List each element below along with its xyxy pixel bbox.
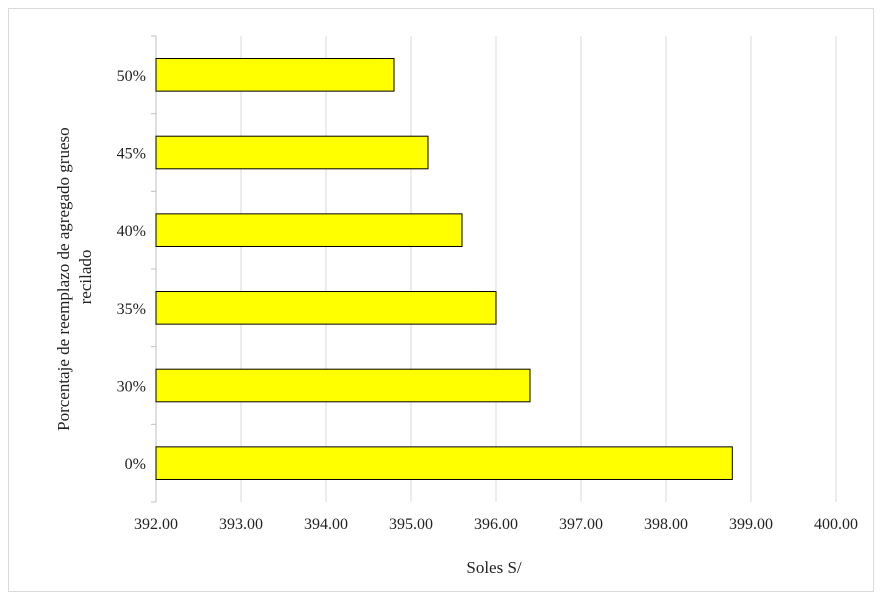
y-tick-label: 40% [117, 223, 146, 240]
bar [155, 446, 733, 480]
bar [155, 291, 497, 325]
bar [155, 58, 395, 92]
bar-chart: 0% 30% 35% 40% 45% 50% 392.00 393.00 394.00 395.… [54, 35, 858, 577]
y-tick-label: 45% [117, 146, 146, 163]
x-tick-label: 395.00 [389, 516, 433, 533]
y-axis-title: Porcentaje de reemplazo de agregado grue… [54, 123, 95, 431]
bar [155, 213, 463, 247]
x-tick-label: 397.00 [559, 516, 603, 533]
axes [151, 35, 157, 503]
x-tick-label: 398.00 [644, 516, 688, 533]
bars [155, 58, 733, 480]
bar [155, 135, 429, 170]
x-axis-title: Soles S/ [466, 558, 522, 577]
x-tick-label: 393.00 [219, 516, 263, 533]
x-tick-label: 399.00 [729, 516, 773, 533]
x-tick-label: 396.00 [474, 516, 518, 533]
gridlines [240, 36, 837, 502]
bar [155, 368, 531, 403]
y-tick-labels: 0% 30% 35% 40% 45% 50% [117, 68, 146, 473]
y-axis-title-line-2: recilado [76, 250, 95, 305]
x-tick-label: 392.00 [134, 516, 178, 533]
x-tick-label: 400.00 [814, 516, 858, 533]
chart-frame: 0% 30% 35% 40% 45% 50% 392.00 393.00 394.00 395.… [8, 8, 874, 592]
y-tick-label: 30% [117, 379, 146, 396]
y-tick-label: 35% [117, 301, 146, 318]
y-tick-label: 50% [117, 68, 146, 85]
y-axis-title-line-1: Porcentaje de reemplazo de agregado grue… [54, 127, 73, 431]
y-tick-label: 0% [125, 456, 146, 473]
x-tick-labels: 392.00 393.00 394.00 395.00 396.00 397.00 398.… [134, 516, 858, 533]
x-tick-label: 394.00 [304, 516, 348, 533]
